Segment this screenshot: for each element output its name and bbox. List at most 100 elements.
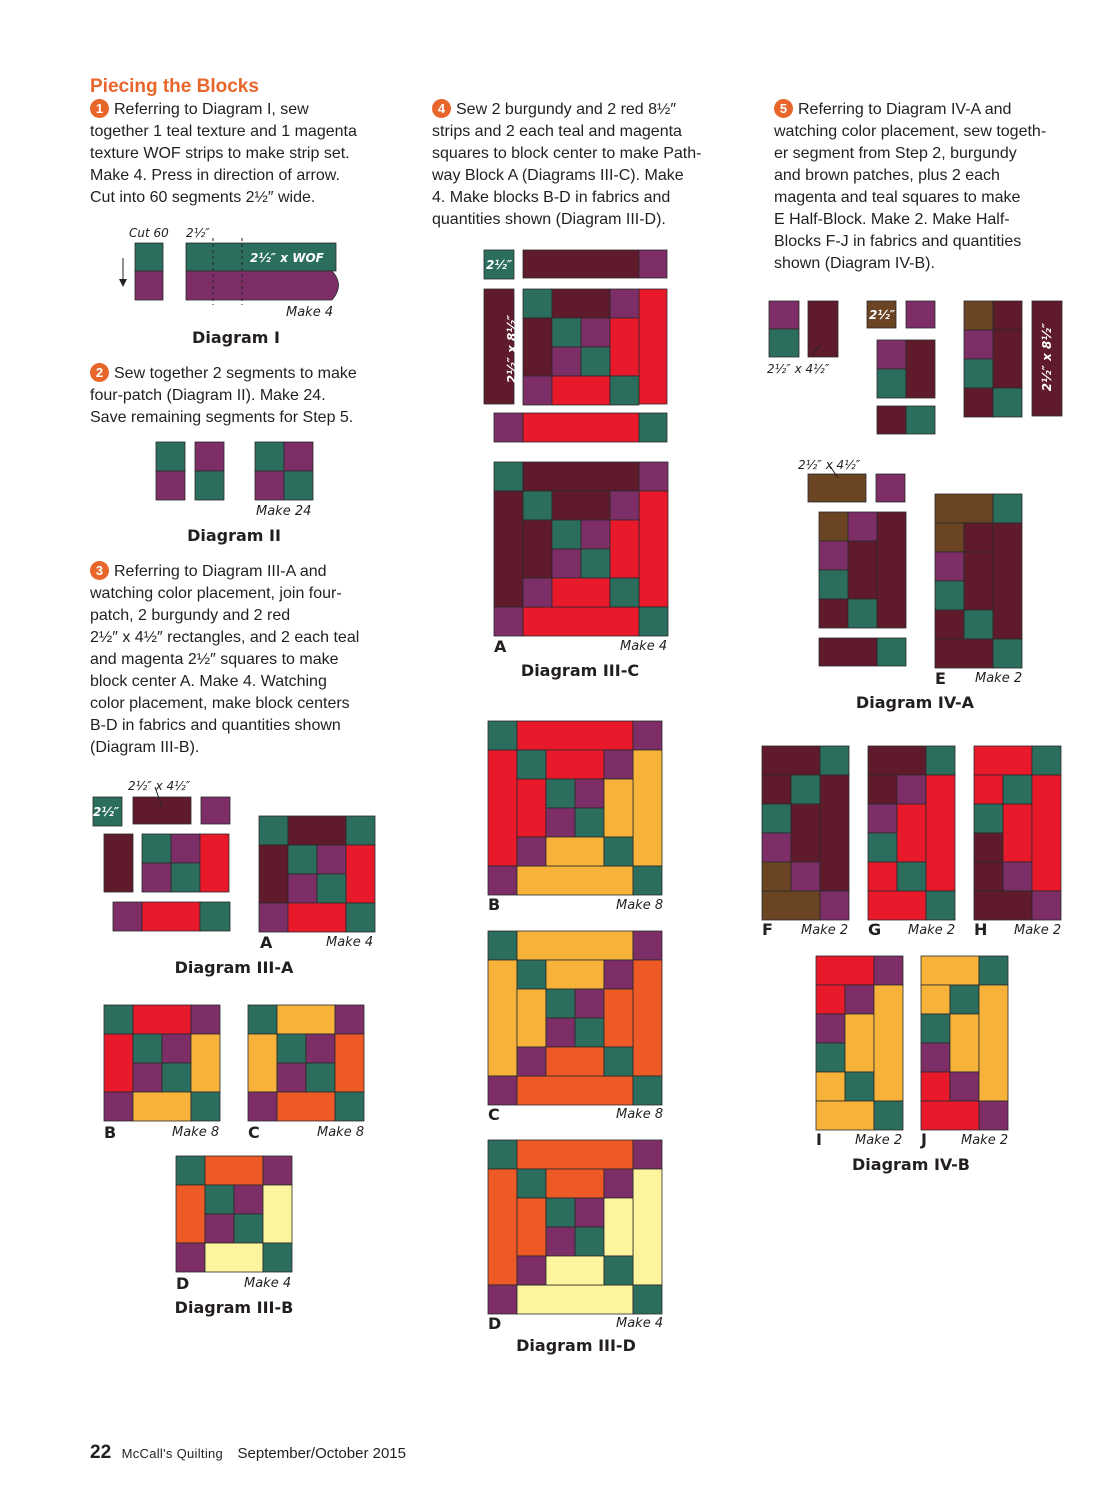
fabric-patch <box>992 638 1023 669</box>
diagram-caption: Diagram III-D <box>516 1336 636 1355</box>
fabric-patch <box>545 1017 576 1048</box>
make-label: Make 8 <box>616 898 664 913</box>
fabric-patch <box>873 984 904 1102</box>
fabric-patch <box>609 577 640 608</box>
fabric-patch <box>818 598 849 629</box>
fabric-patch <box>574 1017 605 1048</box>
fabric-patch <box>609 317 640 377</box>
fabric-patch <box>934 609 965 640</box>
fabric-patch <box>768 328 800 358</box>
leader-line <box>811 344 821 356</box>
fabric-patch <box>632 749 663 867</box>
block-letter: E <box>935 669 946 688</box>
fabric-patch <box>925 890 956 921</box>
fabric-patch <box>493 606 524 637</box>
fabric-patch <box>925 745 956 776</box>
fabric-patch <box>493 461 524 492</box>
fabric-patch <box>194 441 225 472</box>
fabric-patch <box>516 930 634 961</box>
fabric-patch <box>262 1184 293 1244</box>
fabric-patch <box>134 242 164 272</box>
fabric-patch <box>790 774 821 805</box>
fabric-patch <box>516 720 634 751</box>
fabric-patch <box>161 1033 192 1064</box>
fabric-patch <box>233 1184 264 1215</box>
fabric-patch <box>761 774 792 805</box>
fabric-patch <box>199 833 230 893</box>
leader-line <box>154 786 163 808</box>
fabric-patch <box>516 1255 547 1286</box>
fabric-patch <box>545 778 576 809</box>
fabric-patch <box>963 387 994 418</box>
fabric-patch <box>768 300 800 330</box>
block-letter: A <box>494 637 507 656</box>
fabric-patch <box>185 270 339 301</box>
fabric-patch <box>638 606 669 637</box>
fabric-patch <box>283 470 314 501</box>
fabric-patch <box>516 959 547 990</box>
fabric-patch <box>545 1226 576 1257</box>
fabric-patch <box>254 441 285 472</box>
fabric-patch <box>170 833 201 864</box>
make-label: Make 2 <box>961 1133 1009 1148</box>
block-letter: G <box>868 920 882 939</box>
block-letter: B <box>104 1123 117 1142</box>
fabric-patch <box>949 984 980 1015</box>
fabric-patch <box>973 861 1004 892</box>
fabric-patch <box>873 955 904 986</box>
fabric-patch <box>818 569 849 600</box>
fabric-patch <box>963 300 994 331</box>
fabric-patch <box>815 1042 846 1073</box>
fabric-patch <box>1031 745 1062 776</box>
fabric-patch <box>867 861 898 892</box>
fabric-patch <box>204 1155 264 1186</box>
cut-label: Cut 60 <box>129 226 169 240</box>
fabric-patch <box>522 461 640 492</box>
fabric-patch <box>132 1033 163 1064</box>
fabric-patch <box>487 720 518 751</box>
make-label: Make 4 <box>620 639 668 654</box>
fabric-patch <box>551 375 611 406</box>
fabric-patch <box>609 288 640 319</box>
fabric-patch <box>632 1139 663 1170</box>
fabric-patch <box>522 412 640 443</box>
fabric-patch <box>516 1075 634 1106</box>
strip-size-label: 2½″ x 8½″ <box>1040 322 1054 392</box>
fabric-patch <box>190 1033 221 1093</box>
fabric-patch <box>603 959 634 990</box>
fabric-patch <box>818 540 849 571</box>
step-number: 5 <box>774 99 793 118</box>
block-letter: I <box>816 1130 822 1149</box>
fabric-patch <box>141 833 172 864</box>
fabric-patch <box>638 490 669 608</box>
fabric-patch <box>632 959 663 1077</box>
fabric-patch <box>175 1242 206 1273</box>
fabric-patch <box>516 836 547 867</box>
block-letter: J <box>921 1130 927 1149</box>
make-label: Make 2 <box>975 671 1023 686</box>
fabric-patch <box>345 902 376 933</box>
fabric-patch <box>876 511 907 629</box>
fabric-patch <box>807 473 867 503</box>
fabric-patch <box>876 339 907 370</box>
rect-size-label: 2½″ x 4½″ <box>128 779 191 793</box>
fabric-patch <box>847 511 878 542</box>
make-label: Make 8 <box>172 1125 220 1140</box>
fabric-patch <box>603 1197 634 1257</box>
fabric-patch <box>876 368 907 399</box>
fabric-patch <box>132 1091 192 1122</box>
fabric-patch <box>522 606 640 637</box>
fabric-patch <box>287 815 347 846</box>
fabric-patch <box>522 317 553 377</box>
fabric-patch <box>483 288 515 405</box>
fabric-patch <box>1002 861 1033 892</box>
fabric-patch <box>963 522 994 553</box>
fabric-patch <box>287 902 347 933</box>
diagram-caption: Diagram III-C <box>520 661 640 680</box>
fabric-patch <box>103 1033 134 1093</box>
fabric-patch <box>305 1033 336 1064</box>
fabric-patch <box>487 1168 518 1286</box>
fabric-patch <box>132 796 192 825</box>
fabric-patch <box>603 749 634 780</box>
fabric-patch <box>194 470 225 501</box>
